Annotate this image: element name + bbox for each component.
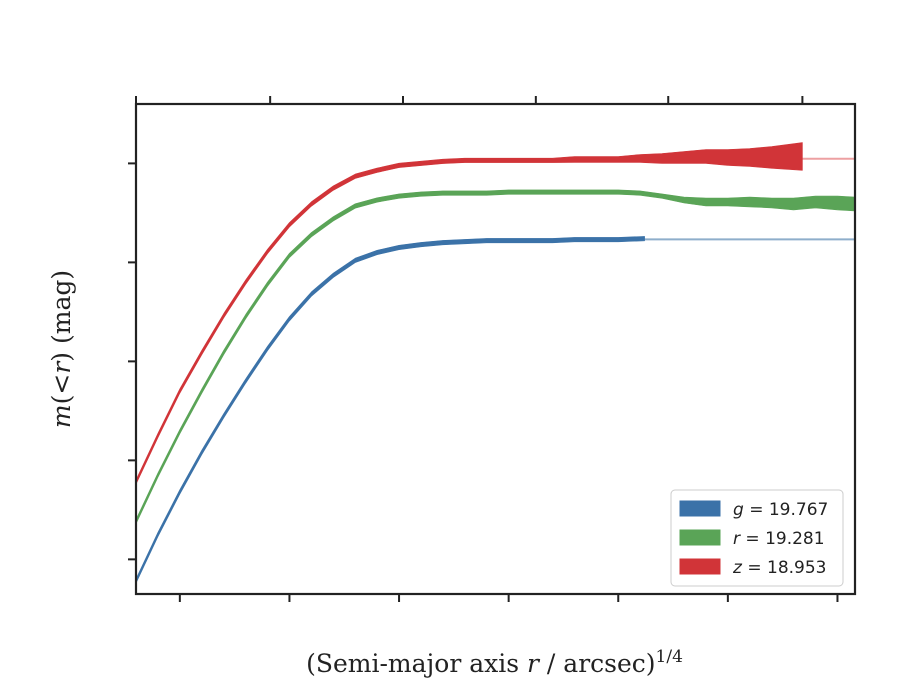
x-axis-title-prefix: (Semi-major axis: [306, 649, 527, 678]
legend-eq: =: [742, 558, 767, 578]
legend-value: 19.281: [765, 529, 824, 549]
legend-band: g: [733, 500, 744, 520]
legend: g = 19.767 r = 19.281 z = 18.953: [670, 489, 844, 587]
plot-frame: [134, 102, 857, 596]
series-band-r: [136, 189, 855, 525]
legend-swatch-r: [679, 529, 721, 546]
legend-eq: =: [744, 500, 769, 520]
y-axis-title-var: r: [47, 360, 76, 374]
y-axis-title-suffix: ) (mag): [47, 270, 76, 362]
legend-band: r: [733, 529, 741, 549]
y-axis-title-mid: (<: [47, 374, 76, 405]
axes-layer: (Semi-major axis r / arcsec)1/4m(<r) (ma…: [47, 96, 857, 678]
legend-entry-g: g = 19.767: [733, 500, 828, 520]
x-axis-title-sup: 1/4: [656, 647, 683, 667]
x-axis-title: (Semi-major axis r / arcsec)1/4: [306, 647, 683, 678]
x-axis-title-var: r: [527, 649, 541, 678]
legend-entry-r: r = 19.281: [733, 529, 825, 549]
legend-band: z: [732, 558, 743, 578]
legend-value: 19.767: [769, 500, 828, 520]
legend-entry-z: z = 18.953: [732, 558, 826, 578]
x-axis-title-mid: / arcsec): [539, 649, 656, 678]
legend-swatch-g: [679, 500, 721, 517]
series-band-z: [136, 142, 803, 485]
legend-swatch-z: [679, 558, 721, 575]
y-axis-title: m(<r) (mag): [47, 270, 76, 428]
series-group: [136, 142, 855, 584]
series-band-g: [136, 236, 645, 584]
plot-layer: [136, 142, 855, 584]
y-axis-title-prefix: m: [47, 404, 76, 428]
legend-value: 18.953: [767, 558, 826, 578]
legend-eq: =: [740, 529, 765, 549]
